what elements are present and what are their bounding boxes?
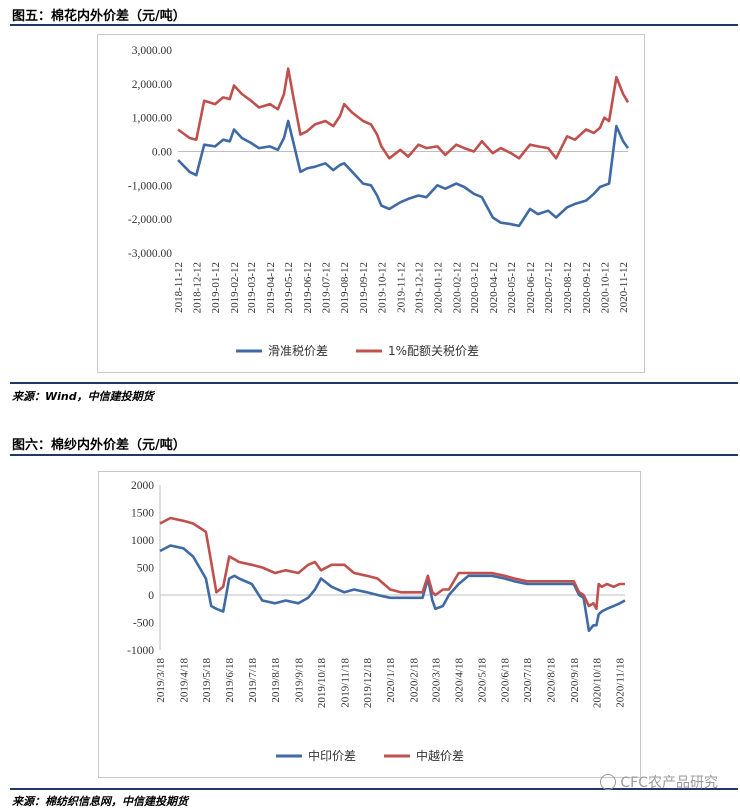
y-tick-label: 2,000.00 [132, 79, 173, 91]
x-tick-label: 2020/10/18 [591, 658, 603, 709]
watermark-text: CFC农产品研究 [620, 775, 718, 791]
x-tick-label: 2020-06-12 [525, 262, 537, 313]
x-tick-label: 2020/2/18 [409, 658, 421, 703]
figure5-source: 来源：Wind，中信建投期货 [12, 390, 154, 403]
y-tick-label: 0 [148, 590, 154, 602]
x-tick-label: 2020/11/18 [615, 658, 627, 708]
legend-label-1: 滑准税价差 [268, 344, 328, 358]
y-tick-label: -1000 [127, 645, 154, 657]
x-tick-label: 2020/6/18 [500, 658, 512, 703]
x-tick-label: 2020-10-12 [599, 262, 611, 313]
x-tick-label: 2019-12-12 [414, 262, 426, 313]
x-tick-label: 2019-01-12 [210, 262, 222, 313]
x-tick-label: 2019-07-12 [320, 262, 332, 313]
x-tick-label: 2018-12-12 [191, 262, 203, 313]
y-tick-label: 500 [137, 563, 155, 575]
y-tick-label: -500 [133, 618, 154, 630]
x-tick-label: 2020/8/18 [546, 658, 558, 703]
x-tick-label: 2019/7/18 [247, 658, 259, 703]
x-tick-label: 2019/4/18 [178, 658, 190, 703]
x-tick-label: 2019-09-12 [358, 262, 370, 313]
x-tick-label: 2019/12/18 [362, 658, 374, 709]
x-tick-label: 2019-06-12 [302, 262, 314, 313]
x-tick-label: 2019/3/18 [155, 658, 167, 703]
x-tick-label: 2020-03-12 [469, 262, 481, 313]
x-tick-label: 2020-11-12 [618, 262, 630, 313]
x-tick-label: 2020/9/18 [569, 658, 581, 703]
figure6-top-rule [10, 454, 738, 456]
x-tick-label: 2019-02-12 [229, 262, 241, 313]
wechat-icon [600, 774, 617, 790]
x-tick-label: 2019/11/18 [339, 658, 351, 708]
x-tick-label: 2020-05-12 [506, 262, 518, 313]
x-tick-label: 2019-08-12 [339, 262, 351, 313]
y-tick-label: -1,000.00 [128, 180, 172, 192]
x-tick-label: 2019-10-12 [376, 262, 388, 313]
x-tick-label: 2019-04-12 [265, 262, 277, 313]
y-tick-label: 1500 [131, 508, 154, 520]
y-tick-label: 2000 [131, 480, 154, 492]
x-tick-label: 2019/10/18 [316, 658, 328, 709]
figure5-chart-frame [97, 34, 645, 373]
legend-label-1: 中印价差 [308, 748, 356, 763]
x-tick-label: 2020-08-12 [562, 262, 574, 313]
figure5-title: 图五：棉花内外价差（元/吨） [12, 9, 186, 24]
figure5-bottom-rule [10, 382, 738, 384]
series-line-2 [177, 67, 630, 160]
x-tick-label: 2020/3/18 [430, 658, 442, 703]
x-tick-label: 2019/8/18 [270, 658, 282, 703]
y-tick-label: 1,000.00 [132, 113, 173, 125]
x-tick-label: 2020-07-12 [543, 262, 555, 313]
x-tick-label: 2019-11-12 [395, 262, 407, 313]
y-tick-label: 3,000.00 [132, 45, 173, 57]
y-tick-label: 0.00 [152, 147, 172, 159]
watermark: CFC农产品研究 [600, 772, 718, 792]
x-tick-label: 2020-02-12 [451, 262, 463, 313]
x-tick-label: 2018-11-12 [173, 262, 185, 313]
x-tick-label: 2020-09-12 [581, 262, 593, 313]
legend-label-2: 1%配额关税价差 [388, 344, 479, 358]
figure6-bottom-rule [10, 788, 738, 790]
x-tick-label: 2020/5/18 [476, 658, 488, 703]
figure5-top-rule [10, 24, 738, 26]
x-tick-label: 2019/6/18 [224, 658, 236, 703]
series-line-1 [177, 119, 630, 228]
legend-label-2: 中越价差 [416, 748, 464, 763]
x-tick-label: 2019-05-12 [283, 262, 295, 313]
x-tick-label: 2020-01-12 [432, 262, 444, 313]
x-tick-label: 2019-03-12 [246, 262, 258, 313]
y-tick-label: -3,000.00 [128, 248, 172, 260]
x-tick-label: 2020/7/18 [522, 658, 534, 703]
x-tick-label: 2019/9/18 [293, 658, 305, 703]
series-line-2 [159, 516, 625, 611]
x-tick-label: 2019/5/18 [201, 658, 213, 703]
x-tick-label: 2020-04-12 [488, 262, 500, 313]
x-tick-label: 2020/1/18 [385, 658, 397, 703]
y-tick-label: 1000 [131, 535, 154, 547]
figure6-source: 来源：棉纺织信息网，中信建投期货 [12, 795, 188, 808]
y-tick-label: -2,000.00 [128, 214, 172, 226]
x-tick-label: 2020/4/18 [454, 658, 466, 703]
figure6-title: 图六：棉纱内外价差（元/吨） [12, 438, 186, 453]
